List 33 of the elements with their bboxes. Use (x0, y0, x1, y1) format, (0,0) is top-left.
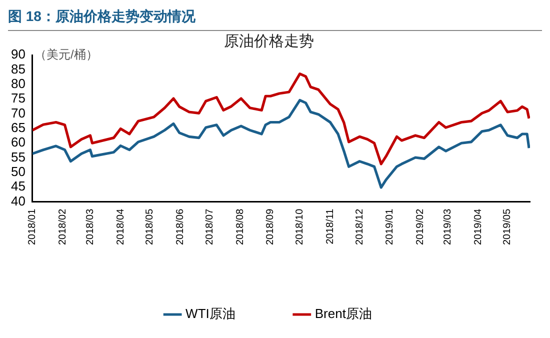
y-tick-label: 65 (10, 120, 26, 136)
legend-label: Brent原油 (314, 306, 372, 322)
x-tick-label: 2018/11 (324, 208, 336, 244)
y-tick-label: 55 (10, 149, 26, 164)
x-tick-label: 2018/09 (265, 208, 276, 246)
y-tick-label: 75 (10, 90, 26, 106)
x-tick-label: 2018/03 (84, 208, 96, 246)
y-tick-label: 45 (10, 178, 26, 194)
x-tick-label: 2018/02 (58, 208, 69, 246)
y-tick-label: 90 (10, 46, 26, 62)
x-tick-label: 2018/07 (204, 208, 216, 246)
x-tick-label: 2018/12 (354, 208, 366, 246)
y-tick-label: 70 (10, 105, 26, 120)
x-tick-label: 2018/06 (175, 208, 186, 246)
y-tick-label: 50 (10, 164, 26, 180)
x-tick-label: 2018/10 (294, 208, 306, 246)
x-tick-label: 2019/04 (472, 208, 484, 246)
y-tick-label: 40 (10, 193, 26, 208)
y-tick-label: 60 (10, 134, 26, 150)
x-tick-label: 2018/04 (115, 208, 126, 246)
x-tick-label: 2019/02 (415, 208, 426, 246)
x-tick-label: 2018/05 (144, 208, 156, 246)
legend-label: WTI原油 (186, 306, 236, 322)
x-tick-label: 2019/05 (502, 208, 514, 246)
x-tick-label: 2018/08 (234, 208, 246, 246)
x-tick-label: 2018/01 (27, 208, 38, 246)
y-axis-title: （美元/桶） (34, 47, 98, 62)
chart-subtitle: 原油价格走势 (224, 33, 314, 50)
x-tick-label: 2019/03 (442, 208, 454, 246)
x-tick-label: 2019/01 (384, 208, 396, 246)
chart-title: 图 18：原油价格走势变动情况 (8, 8, 542, 31)
y-tick-label: 80 (10, 76, 26, 91)
y-tick-label: 85 (10, 61, 26, 76)
